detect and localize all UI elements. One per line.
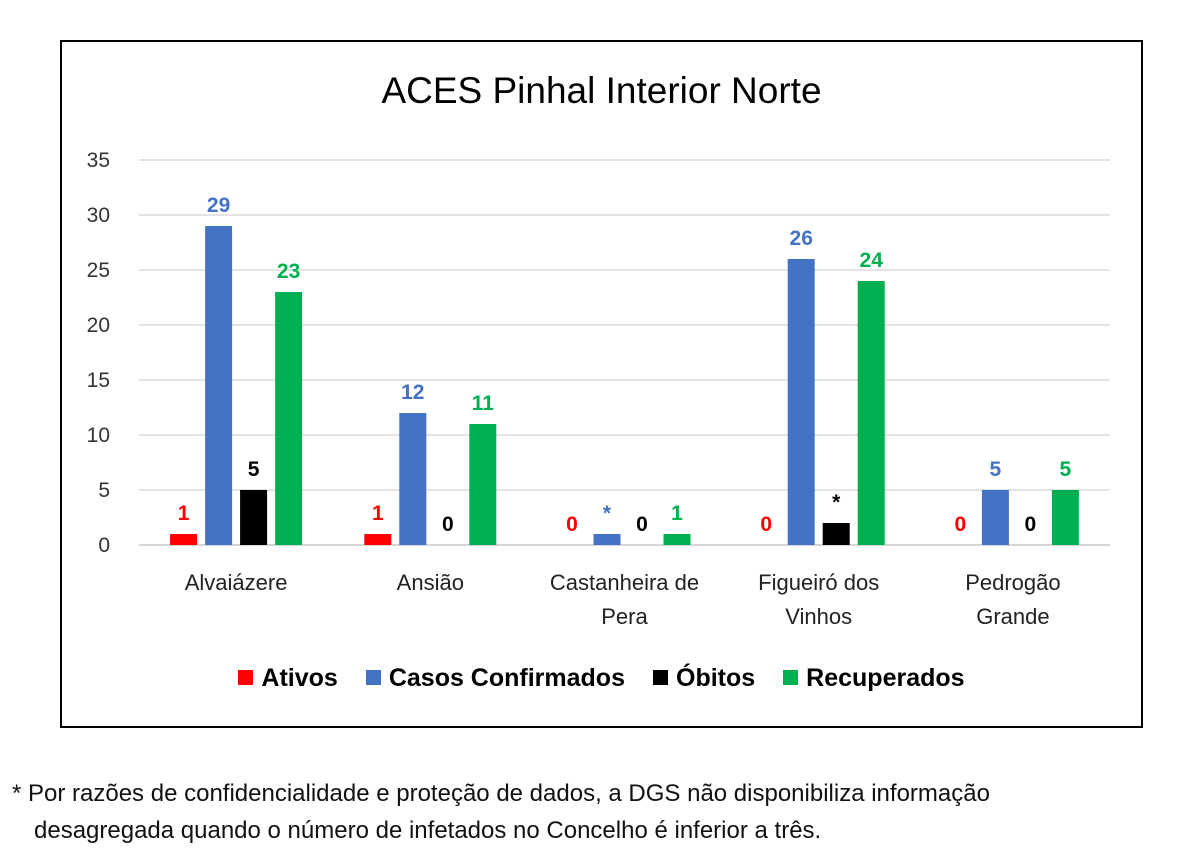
bar xyxy=(469,424,497,545)
chart-frame: ACES Pinhal Interior Norte 0 5 10 15 20 25 30 3… xyxy=(60,40,1143,728)
y-tick-label: 35 xyxy=(87,149,110,172)
footnote-line-2: desagregada quando o número de infetados… xyxy=(34,817,822,844)
y-tick-label: 30 xyxy=(87,204,110,227)
bar xyxy=(240,490,268,545)
legend-swatch xyxy=(653,670,668,685)
x-category-label: Figueiró dos xyxy=(758,570,879,595)
data-label: * xyxy=(603,502,612,525)
bar xyxy=(822,523,850,545)
data-label: 1 xyxy=(178,502,190,525)
y-tick-label: 20 xyxy=(87,314,110,337)
bar xyxy=(857,281,885,545)
data-label: 26 xyxy=(790,227,813,250)
x-category-label: Vinhos xyxy=(785,604,852,629)
legend-label: Ativos xyxy=(261,664,338,692)
data-label: 1 xyxy=(372,502,384,525)
data-label: 0 xyxy=(760,513,772,536)
bar xyxy=(205,226,233,545)
footnote-line-1: * Por razões de confidencialidade e prot… xyxy=(12,780,990,807)
y-tick-label: 15 xyxy=(87,369,110,392)
x-category-label: Alvaiázere xyxy=(185,570,288,595)
legend-label: Casos Confirmados xyxy=(388,664,625,692)
legend-label: Recuperados xyxy=(806,664,965,692)
x-category-label: Pedrogão xyxy=(965,570,1060,595)
chart-title: ACES Pinhal Interior Norte xyxy=(381,70,822,111)
legend-entry: Recuperados xyxy=(783,664,965,693)
data-label: 1 xyxy=(671,502,683,525)
legend-swatch xyxy=(238,670,254,685)
data-label: 0 xyxy=(1025,513,1037,536)
legend-label: Óbitos xyxy=(676,664,756,692)
bar xyxy=(787,259,815,545)
data-label: 0 xyxy=(442,513,454,536)
x-category-label: Pera xyxy=(601,604,648,629)
x-category-label: Castanheira de xyxy=(550,570,699,595)
bar xyxy=(170,534,198,545)
data-label: 11 xyxy=(472,392,495,415)
x-category-label: Grande xyxy=(976,604,1049,629)
data-label: 0 xyxy=(566,513,578,536)
data-label: * xyxy=(832,491,841,514)
data-label: 5 xyxy=(1060,458,1072,481)
y-tick-label: 10 xyxy=(87,424,110,447)
data-label: 29 xyxy=(207,194,230,217)
footnote: * Por razões de confidencialidade e prot… xyxy=(12,775,1192,849)
legend-swatch xyxy=(365,670,381,685)
x-category-label: Ansião xyxy=(397,570,464,595)
legend-swatch xyxy=(783,670,799,685)
bar xyxy=(981,490,1009,545)
bar xyxy=(364,534,392,545)
chart-legend: Ativos Casos Confirmados Óbitos Recuperados xyxy=(62,664,1141,693)
data-label: 24 xyxy=(860,249,884,272)
data-label: 5 xyxy=(990,458,1002,481)
data-label: 0 xyxy=(636,513,648,536)
bar xyxy=(1051,490,1079,545)
chart-plot: 05101520253035Alvaiázere129523Ansião1120… xyxy=(87,149,1110,629)
y-tick-label: 5 xyxy=(98,479,110,502)
legend-entry: Ativos xyxy=(238,664,338,693)
data-label: 23 xyxy=(277,260,300,283)
bar xyxy=(275,292,303,545)
legend-entry: Casos Confirmados xyxy=(365,664,625,693)
bar xyxy=(399,413,427,545)
data-label: 12 xyxy=(401,381,424,404)
data-label: 0 xyxy=(955,513,967,536)
bar xyxy=(593,534,621,545)
data-label: 5 xyxy=(248,458,260,481)
legend-entry: Óbitos xyxy=(653,664,755,693)
bar xyxy=(663,534,691,545)
y-tick-label: 25 xyxy=(87,259,110,282)
y-tick-label: 0 xyxy=(98,534,110,557)
